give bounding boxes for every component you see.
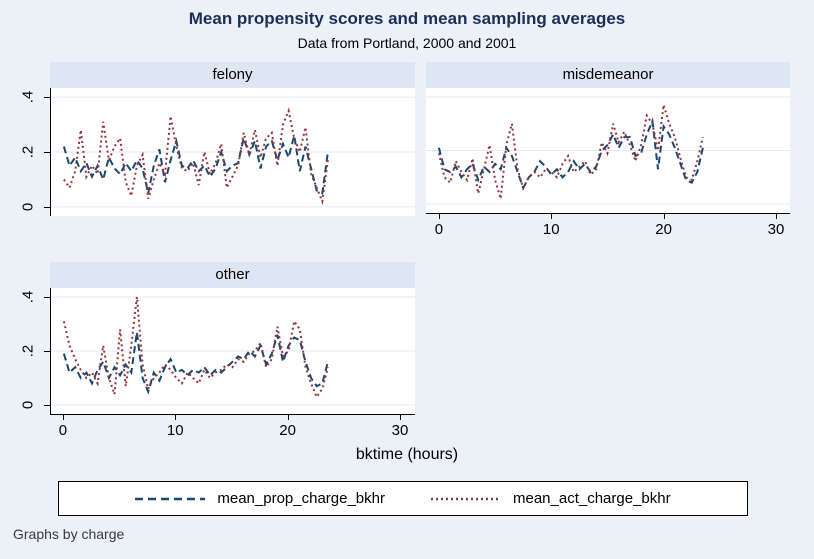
graph-title: Mean propensity scores and mean sampling…: [188, 9, 626, 28]
graphs-by-note: Graphs by charge: [13, 526, 125, 542]
y-tick: [44, 206, 50, 208]
y-tick: [44, 152, 50, 153]
x-tick-label: 0: [434, 221, 444, 238]
panel-felony-title: felony: [50, 62, 415, 88]
y-tick: [44, 97, 50, 99]
y-tick: [44, 405, 50, 407]
x-tick: [175, 414, 177, 420]
panel-other-title: other: [50, 262, 415, 288]
dotted-line-key-icon: [431, 497, 501, 500]
x-tick-label: 10: [166, 422, 184, 439]
legend-label: mean_act_charge_bkhr: [513, 490, 671, 507]
y-tick-label: .2: [19, 344, 37, 358]
x-tick: [62, 414, 64, 420]
y-tick: [44, 296, 50, 298]
panel-other-chart: [51, 296, 415, 406]
x-tick: [438, 213, 440, 219]
panel-misdemeanor-plot: [426, 88, 790, 214]
x-tick-label: 30: [391, 422, 409, 439]
x-tick: [775, 213, 777, 219]
graph-subtitle: Data from Portland, 2000 and 2001: [297, 35, 517, 51]
panel-misdemeanor-title: misdemeanor: [426, 62, 790, 88]
x-tick: [663, 213, 665, 219]
x-tick-label: 20: [279, 422, 296, 439]
x-axis-title: bktime (hours): [355, 446, 459, 463]
x-tick: [399, 414, 401, 420]
y-tick-label: 0: [19, 400, 37, 410]
panel-felony-plot: [50, 88, 415, 216]
x-tick: [551, 213, 553, 219]
panel-felony: felony 0 .2 .4: [20, 62, 415, 216]
panel-misdemeanor: misdemeanor 0 10 20 30: [426, 62, 790, 238]
y-tick-label: .4: [19, 290, 37, 304]
y-tick-label: .4: [19, 90, 37, 104]
legend-label: mean_prop_charge_bkhr: [217, 490, 385, 507]
x-tick-label: 20: [655, 221, 672, 238]
x-tick-label: 10: [542, 221, 560, 238]
dashed-line-key-icon: [135, 497, 206, 500]
legend-entry-act: mean_act_charge_bkhr: [431, 490, 671, 507]
panel-felony-chart: [51, 96, 415, 208]
panel-other-plot: [50, 288, 415, 415]
y-tick: [44, 351, 50, 352]
legend: mean_prop_charge_bkhr mean_act_charge_bkh…: [58, 481, 748, 516]
x-tick-label: 0: [58, 422, 68, 439]
legend-entry-prop: mean_prop_charge_bkhr: [135, 490, 385, 507]
x-tick-label: 30: [767, 221, 785, 238]
y-tick-label: 0: [19, 202, 37, 212]
x-tick: [287, 414, 289, 420]
panel-other: other 0 .2 .4 0 10 20 30: [20, 262, 415, 439]
panel-misdemeanor-chart: [426, 96, 790, 205]
y-tick-label: .2: [19, 145, 37, 159]
